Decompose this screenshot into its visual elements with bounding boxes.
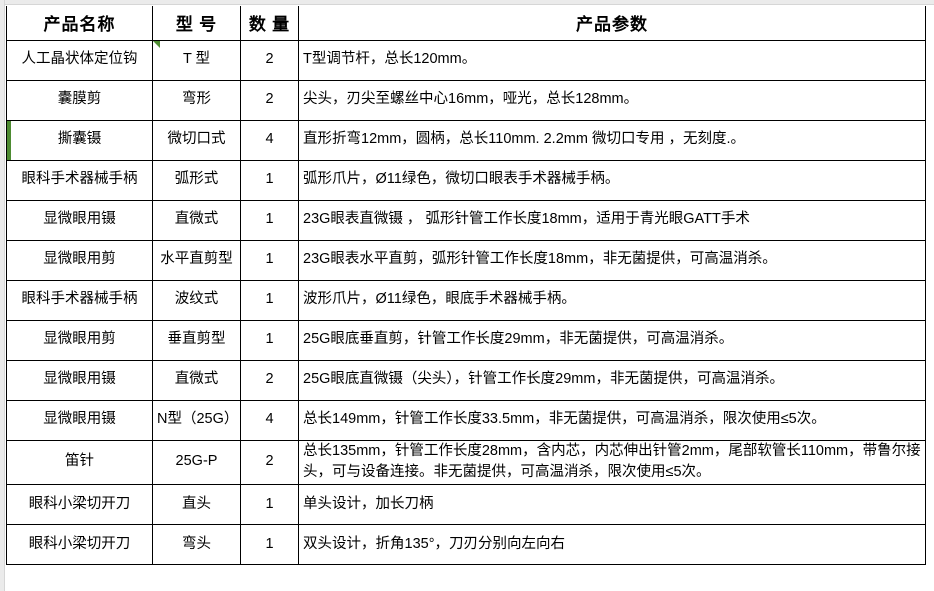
- cell-product-name[interactable]: 眼科手术器械手柄: [6, 159, 153, 201]
- cell-model[interactable]: 弯形: [152, 79, 241, 121]
- table-row: 显微眼用镊 直微式 1 23G眼表直微镊 ， 弧形针管工作长度18mm，适用于青光眼G…: [6, 199, 926, 241]
- cell-quantity[interactable]: 1: [240, 239, 299, 281]
- cell-product-name[interactable]: 眼科小梁切开刀: [6, 524, 153, 565]
- table-row: 眼科手术器械手柄 波纹式 1 波形爪片，Ø11绿色，眼底手术器械手柄。: [6, 279, 926, 321]
- cell-model[interactable]: 弧形式: [152, 159, 241, 201]
- cell-quantity[interactable]: 1: [240, 199, 299, 241]
- cell-product-parameters[interactable]: 25G眼底直微镊（尖头），针管工作长度29mm，非无菌提供，可高温消杀。: [298, 359, 926, 401]
- cell-quantity[interactable]: 1: [240, 159, 299, 201]
- table-row: 显微眼用剪 水平直剪型 1 23G眼表水平直剪，弧形针管工作长度18mm，非无菌提供，…: [6, 239, 926, 281]
- cell-model[interactable]: 水平直剪型: [152, 239, 241, 281]
- comment-marker-icon: [153, 40, 160, 48]
- cell-product-name[interactable]: 眼科小梁切开刀: [6, 484, 153, 525]
- cell-model[interactable]: 弯头: [152, 524, 241, 565]
- product-spec-table-container: 产品名称 型 号 数 量 产品参数 人工晶状体定位钩 T 型 2 T型调节杆，总长12…: [6, 6, 926, 565]
- column-header-quantity[interactable]: 数 量: [240, 6, 299, 41]
- table-row: 眼科小梁切开刀 直头 1 单头设计，加长刀柄: [6, 484, 926, 525]
- column-header-product-name[interactable]: 产品名称: [6, 6, 153, 41]
- table-row: 眼科手术器械手柄 弧形式 1 弧形爪片，Ø11绿色，微切口眼表手术器械手柄。: [6, 159, 926, 201]
- cell-quantity[interactable]: 4: [240, 119, 299, 161]
- table-row: 人工晶状体定位钩 T 型 2 T型调节杆，总长120mm。: [6, 39, 926, 81]
- table-row: 眼科小梁切开刀 弯头 1 双头设计，折角135°，刀刃分别向左向右: [6, 524, 926, 565]
- product-spec-table: 产品名称 型 号 数 量 产品参数 人工晶状体定位钩 T 型 2 T型调节杆，总长12…: [6, 6, 926, 565]
- cell-model[interactable]: 直微式: [152, 359, 241, 401]
- table-row: 显微眼用镊 直微式 2 25G眼底直微镊（尖头），针管工作长度29mm，非无菌提供，可…: [6, 359, 926, 401]
- cell-quantity[interactable]: 1: [240, 484, 299, 525]
- cell-product-name[interactable]: 显微眼用剪: [6, 319, 153, 361]
- cell-product-parameters[interactable]: 23G眼表直微镊 ， 弧形针管工作长度18mm，适用于青光眼GATT手术: [298, 199, 926, 241]
- cell-product-parameters[interactable]: 25G眼底垂直剪，针管工作长度29mm，非无菌提供，可高温消杀。: [298, 319, 926, 361]
- cell-product-name[interactable]: 囊膜剪: [6, 79, 153, 121]
- cell-product-parameters[interactable]: 尖头，刃尖至螺丝中心16mm，哑光，总长128mm。: [298, 79, 926, 121]
- cell-product-name[interactable]: 显微眼用镊: [6, 199, 153, 241]
- cell-product-name[interactable]: 人工晶状体定位钩: [6, 39, 153, 81]
- cell-model-label: T 型: [182, 51, 211, 68]
- table-header: 产品名称 型 号 数 量 产品参数: [6, 6, 926, 41]
- cell-product-parameters[interactable]: T型调节杆，总长120mm。: [298, 39, 926, 81]
- cell-product-parameters[interactable]: 总长149mm，针管工作长度33.5mm，非无菌提供，可高温消杀，限次使用≤5次…: [298, 399, 926, 441]
- cell-product-name[interactable]: 笛针: [6, 439, 153, 485]
- cell-quantity[interactable]: 2: [240, 359, 299, 401]
- cell-product-parameters[interactable]: 直形折弯12mm，圆柄，总长110mm. 2.2mm 微切口专用 ，无刻度.。: [298, 119, 926, 161]
- cell-quantity[interactable]: 1: [240, 319, 299, 361]
- cell-product-name[interactable]: 显微眼用剪: [6, 239, 153, 281]
- cell-quantity[interactable]: 1: [240, 524, 299, 565]
- cell-quantity[interactable]: 1: [240, 279, 299, 321]
- cell-product-parameters[interactable]: 总长135mm，针管工作长度28mm，含内芯，内芯伸出针管2mm，尾部软管长11…: [298, 439, 926, 485]
- cell-model[interactable]: 垂直剪型: [152, 319, 241, 361]
- cell-quantity[interactable]: 2: [240, 439, 299, 485]
- cell-model[interactable]: 直头: [152, 484, 241, 525]
- table-row: 显微眼用剪 垂直剪型 1 25G眼底垂直剪，针管工作长度29mm，非无菌提供，可高温消…: [6, 319, 926, 361]
- table-row: 囊膜剪 弯形 2 尖头，刃尖至螺丝中心16mm，哑光，总长128mm。: [6, 79, 926, 121]
- cell-quantity[interactable]: 2: [240, 39, 299, 81]
- table-body: 人工晶状体定位钩 T 型 2 T型调节杆，总长120mm。 囊膜剪 弯形 2 尖头，刃尖至螺丝…: [6, 39, 926, 565]
- cell-product-parameters[interactable]: 双头设计，折角135°，刀刃分别向左向右: [298, 524, 926, 565]
- table-header-row: 产品名称 型 号 数 量 产品参数: [6, 6, 926, 41]
- cell-model[interactable]: 波纹式: [152, 279, 241, 321]
- cell-product-name[interactable]: 撕囊镊: [6, 119, 153, 161]
- cell-product-name[interactable]: 显微眼用镊: [6, 399, 153, 441]
- cell-model[interactable]: 微切口式: [152, 119, 241, 161]
- column-header-model[interactable]: 型 号: [152, 6, 241, 41]
- table-row: 撕囊镊 微切口式 4 直形折弯12mm，圆柄，总长110mm. 2.2mm 微切口专用…: [6, 119, 926, 161]
- cell-product-name[interactable]: 眼科手术器械手柄: [6, 279, 153, 321]
- cell-product-parameters[interactable]: 23G眼表水平直剪，弧形针管工作长度18mm，非无菌提供，可高温消杀。: [298, 239, 926, 281]
- cell-model[interactable]: 直微式: [152, 199, 241, 241]
- cell-product-parameters[interactable]: 弧形爪片，Ø11绿色，微切口眼表手术器械手柄。: [298, 159, 926, 201]
- cell-quantity[interactable]: 2: [240, 79, 299, 121]
- table-row: 显微眼用镊 N型（25G） 4 总长149mm，针管工作长度33.5mm，非无菌提供，…: [6, 399, 926, 441]
- cell-product-parameters[interactable]: 波形爪片，Ø11绿色，眼底手术器械手柄。: [298, 279, 926, 321]
- table-row: 笛针 25G-P 2 总长135mm，针管工作长度28mm，含内芯，内芯伸出针管2mm…: [6, 439, 926, 485]
- cell-quantity[interactable]: 4: [240, 399, 299, 441]
- cell-model[interactable]: T 型: [152, 39, 241, 81]
- cell-model[interactable]: 25G-P: [152, 439, 241, 485]
- sheet-top-edge: [0, 0, 934, 5]
- cell-product-parameters[interactable]: 单头设计，加长刀柄: [298, 484, 926, 525]
- cell-product-name[interactable]: 显微眼用镊: [6, 359, 153, 401]
- column-header-parameters[interactable]: 产品参数: [298, 6, 926, 41]
- sheet-left-edge: [0, 0, 5, 591]
- cell-model[interactable]: N型（25G）: [152, 399, 241, 441]
